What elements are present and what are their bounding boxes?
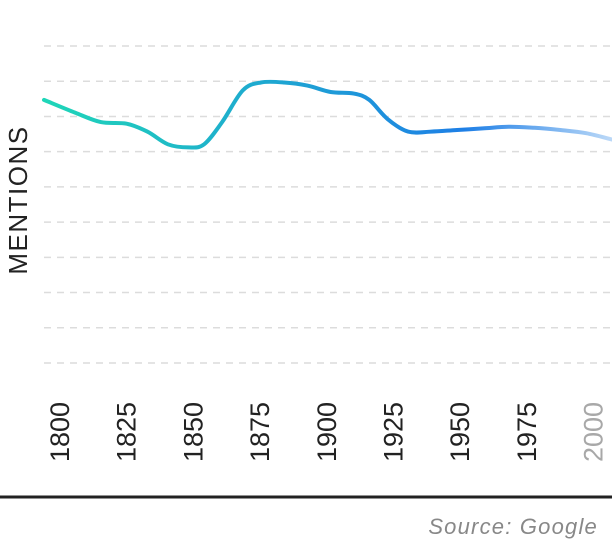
- series-line: [42, 79, 612, 150]
- x-tick-label: 1800: [45, 402, 75, 462]
- x-tick-label: 1900: [312, 402, 342, 462]
- y-axis-label: MENTIONS: [3, 125, 33, 274]
- x-tick-label: 1925: [379, 402, 409, 462]
- source-note: Source: Google: [428, 514, 598, 539]
- x-tick-label: 2000: [579, 402, 609, 462]
- x-axis-ticks: 1800 1825 1850 1875 1900 1925 1950 1975 2000: [45, 402, 609, 462]
- gridlines: [44, 45, 612, 364]
- x-tick-label: 1825: [112, 402, 142, 462]
- x-tick-label: 1850: [178, 402, 208, 462]
- x-tick-label: 1950: [445, 402, 475, 462]
- x-tick-label: 1875: [245, 402, 275, 462]
- x-tick-label: 1975: [512, 402, 542, 462]
